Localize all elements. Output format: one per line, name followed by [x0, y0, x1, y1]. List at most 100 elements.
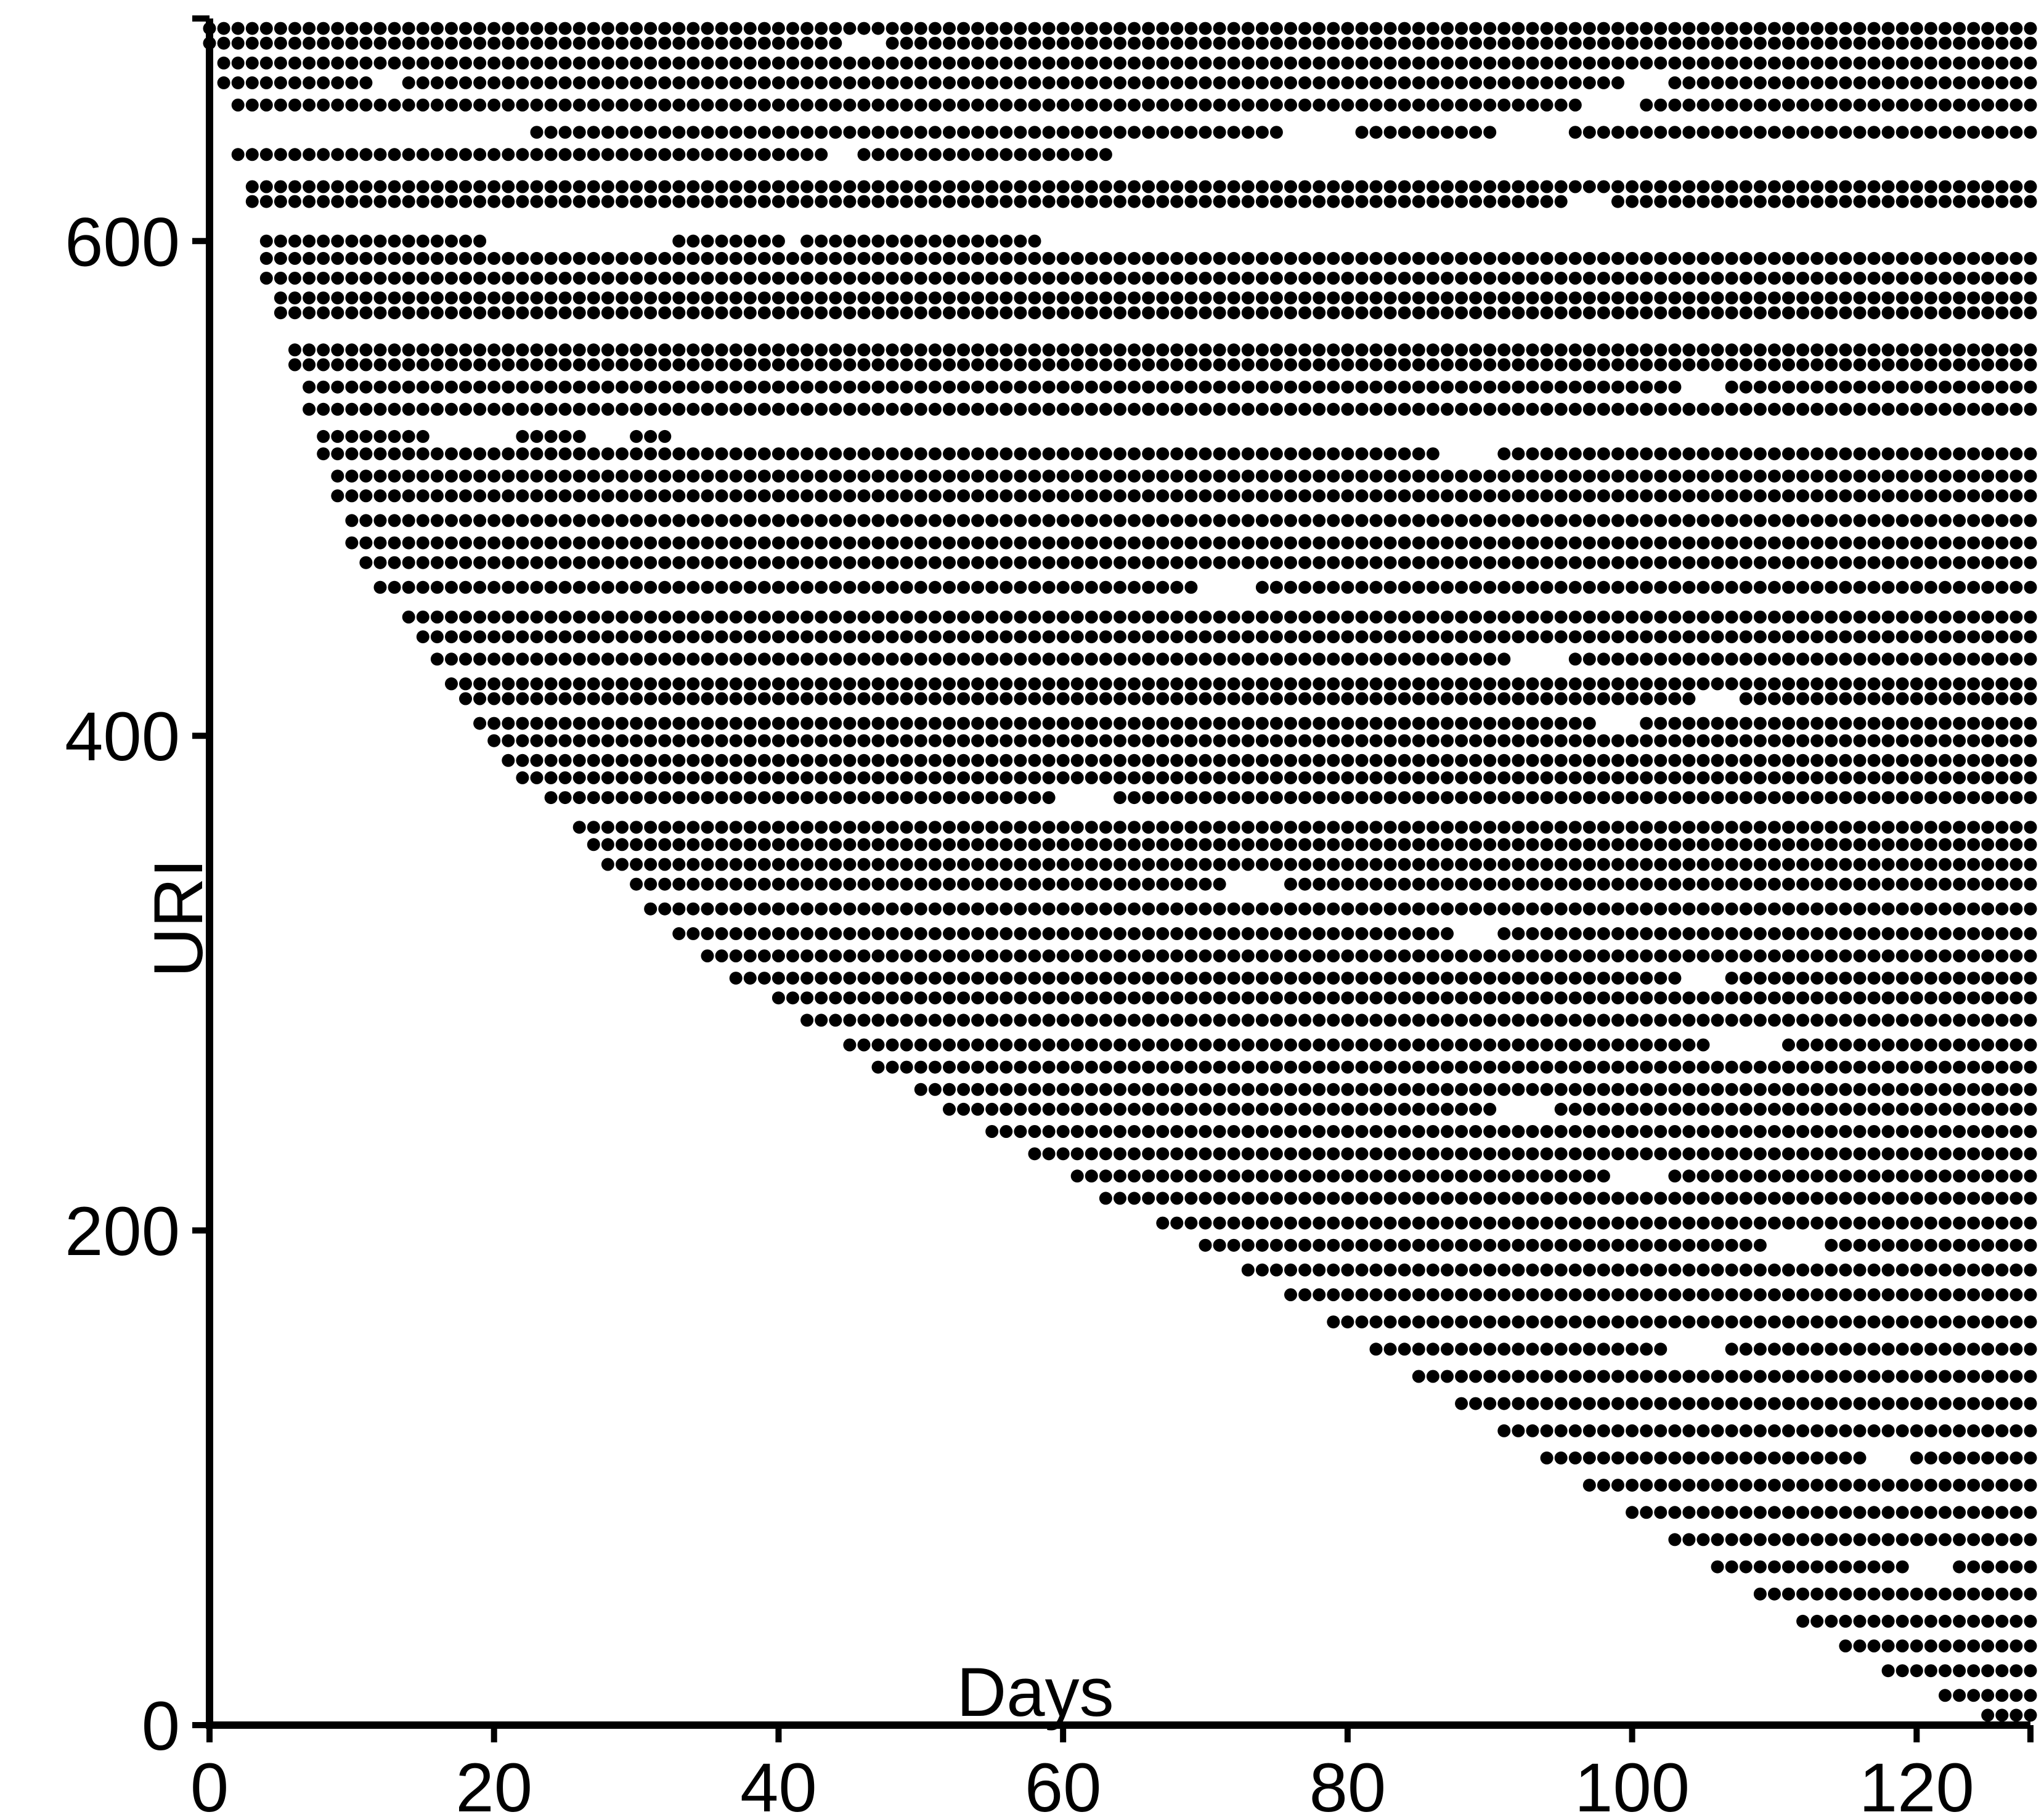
data-point	[1441, 402, 1454, 416]
data-point	[1739, 99, 1753, 112]
data-point	[900, 972, 913, 985]
data-point	[1426, 717, 1439, 730]
data-point	[1682, 195, 1696, 208]
data-point	[1739, 877, 1753, 891]
data-point	[1640, 771, 1653, 784]
data-point	[957, 291, 971, 305]
data-point	[786, 343, 799, 357]
data-point	[815, 380, 828, 394]
data-point	[516, 489, 529, 503]
data-point	[829, 343, 842, 357]
data-point	[900, 580, 913, 594]
data-point	[331, 76, 344, 89]
data-point	[1099, 734, 1112, 747]
data-point	[1383, 36, 1397, 50]
data-point	[359, 343, 373, 357]
data-point	[1540, 251, 1553, 265]
data-point	[445, 251, 458, 265]
data-point	[1199, 1038, 1212, 1052]
data-point	[572, 692, 586, 705]
data-point	[1867, 556, 1881, 569]
data-point	[587, 556, 600, 569]
data-point	[1568, 754, 1582, 767]
data-point	[1668, 99, 1682, 112]
data-point	[2024, 358, 2037, 372]
data-point	[1213, 771, 1226, 784]
data-point	[2009, 734, 2023, 747]
data-point	[1313, 972, 1326, 985]
data-point	[1626, 358, 1639, 372]
data-point	[1682, 343, 1696, 357]
data-point	[1412, 469, 1425, 483]
data-point	[1853, 652, 1867, 666]
data-point	[530, 652, 544, 666]
data-point	[402, 402, 415, 416]
data-point	[886, 877, 899, 891]
data-point	[1042, 717, 1056, 730]
data-point	[686, 272, 700, 285]
data-point	[601, 291, 614, 305]
data-point	[1640, 358, 1653, 372]
data-point	[1654, 180, 1667, 193]
data-point	[1184, 949, 1198, 962]
data-point	[985, 358, 999, 372]
data-point	[743, 306, 757, 320]
data-point	[1000, 821, 1013, 834]
data-point	[900, 611, 913, 624]
data-point	[544, 291, 558, 305]
data-point	[1341, 306, 1354, 320]
data-point	[558, 343, 572, 357]
data-point	[1711, 902, 1724, 916]
data-point	[1284, 771, 1297, 784]
data-point	[1939, 754, 1952, 767]
data-point	[1626, 251, 1639, 265]
data-point	[857, 306, 871, 320]
data-point	[1213, 358, 1226, 372]
data-point	[601, 838, 614, 851]
data-point	[1597, 272, 1610, 285]
data-point	[1455, 692, 1468, 705]
data-point	[857, 611, 871, 624]
data-point	[943, 821, 956, 834]
data-point	[1114, 652, 1126, 666]
data-point	[587, 291, 600, 305]
data-point	[516, 195, 529, 208]
data-point	[1341, 580, 1354, 594]
data-point	[1512, 306, 1525, 320]
data-point	[2024, 556, 2037, 569]
data-point	[1953, 36, 1966, 50]
data-point	[1099, 1014, 1112, 1027]
data-point	[1839, 380, 1852, 394]
data-point	[1014, 927, 1027, 940]
data-point	[1967, 927, 1981, 940]
data-point	[1953, 358, 1966, 372]
data-point	[914, 306, 927, 320]
data-point	[402, 447, 415, 461]
data-point	[1512, 927, 1525, 940]
data-point	[558, 126, 572, 139]
data-point	[1582, 291, 1596, 305]
data-point	[1867, 76, 1881, 89]
data-point	[1796, 180, 1810, 193]
data-point	[1000, 556, 1013, 569]
data-point	[616, 251, 629, 265]
data-point	[616, 630, 629, 644]
data-point	[1825, 291, 1838, 305]
data-point	[601, 754, 614, 767]
data-point	[1014, 1014, 1027, 1027]
data-point	[572, 489, 586, 503]
data-point	[601, 76, 614, 89]
data-point	[1099, 514, 1112, 527]
data-point	[1298, 1038, 1312, 1052]
data-point	[1924, 343, 1937, 357]
data-point	[1753, 877, 1767, 891]
data-point	[1910, 272, 1923, 285]
data-point	[1313, 56, 1326, 70]
data-point	[1313, 447, 1326, 461]
data-point	[715, 821, 728, 834]
data-point	[1753, 56, 1767, 70]
data-point	[1099, 180, 1112, 193]
data-point	[601, 99, 614, 112]
data-point	[729, 877, 743, 891]
data-point	[1085, 1038, 1098, 1052]
